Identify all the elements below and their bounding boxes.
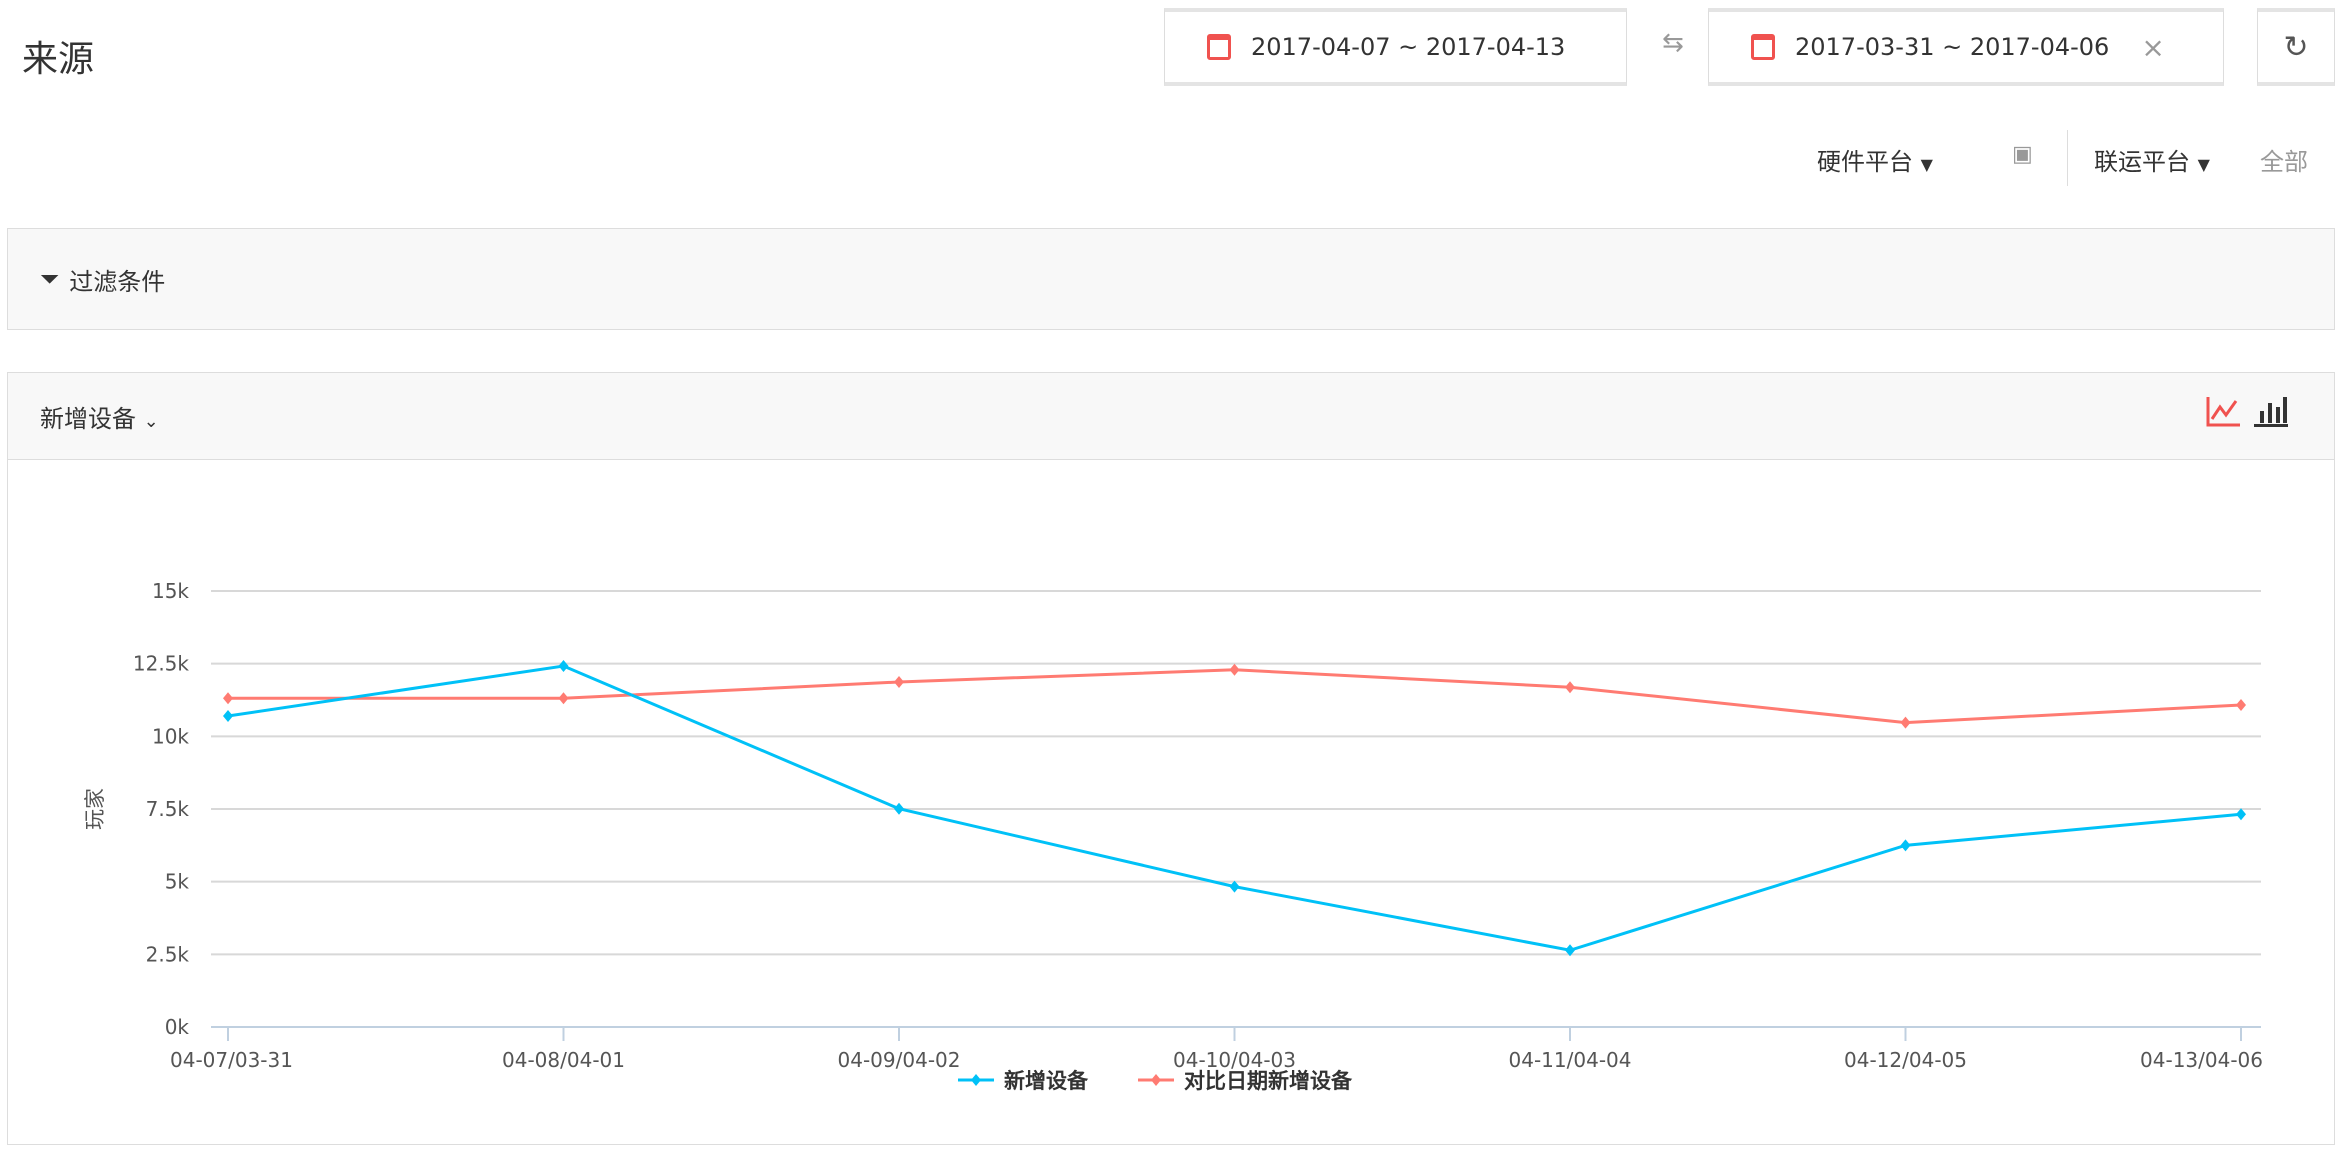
calendar-compare-icon: [1751, 34, 1775, 60]
chart-panel: 新增设备 ⌄ 0k 2.5k 5k 7.5k 10k 12.5k 15k 玩家 04-07/03…: [7, 372, 2335, 1145]
close-icon[interactable]: ×: [2141, 30, 2165, 64]
y-tick-label: 7.5k: [146, 797, 190, 821]
x-tick-label: 04-08/04-01: [502, 1048, 625, 1072]
chart-header: 新增设备 ⌄: [8, 373, 2334, 460]
current-date-range: 2017-04-07 ~ 2017-04-13: [1251, 33, 1566, 61]
data-point: [1565, 944, 1575, 957]
y-axis-label: 玩家: [83, 788, 107, 830]
x-tick-label: 04-13/04-06: [2140, 1048, 2263, 1072]
data-point: [1900, 839, 1911, 852]
calendar-icon: [1207, 34, 1231, 60]
data-point: [2236, 808, 2246, 821]
y-tick-label: 0k: [165, 1015, 190, 1039]
caret-down-icon: ▼: [1920, 155, 1933, 174]
x-tick-label: 04-09/04-02: [838, 1048, 961, 1072]
data-point: [1900, 716, 1911, 729]
current-date-range-picker[interactable]: 2017-04-07 ~ 2017-04-13: [1164, 8, 1627, 86]
refresh-icon: ↻: [2283, 29, 2309, 65]
metric-dropdown[interactable]: 新增设备 ⌄: [40, 399, 159, 434]
y-tick-label: 12.5k: [133, 652, 190, 676]
line-chart: 0k 2.5k 5k 7.5k 10k 12.5k 15k 玩家 04-07/03-31 04-0…: [83, 579, 2263, 1093]
x-tick-label: 04-12/04-05: [1844, 1048, 1967, 1072]
legend-marker: [1151, 1074, 1161, 1086]
data-point: [894, 675, 904, 688]
joint-platform-label: 联运平台: [2094, 148, 2190, 176]
y-tick-label: 2.5k: [146, 942, 190, 966]
x-tick-label: 04-07/03-31: [170, 1048, 293, 1072]
page-title: 来源: [22, 39, 95, 80]
chevron-down-icon: ⌄: [143, 410, 159, 432]
refresh-button[interactable]: ↻: [2257, 8, 2335, 86]
y-tick-label: 10k: [152, 724, 189, 748]
filter-label: 过滤条件: [69, 267, 166, 296]
legend-marker: [971, 1074, 981, 1086]
filter-panel[interactable]: ⏷ 过滤条件: [7, 228, 2335, 330]
legend-label: 新增设备: [1004, 1069, 1089, 1093]
bar-chart-icon[interactable]: [2252, 393, 2290, 429]
line-chart-icon[interactable]: [2204, 393, 2242, 429]
compare-date-range-picker[interactable]: 2017-03-31 ~ 2017-04-06 ×: [1708, 8, 2224, 86]
legend-label: 对比日期新增设备: [1184, 1069, 1353, 1093]
y-tick-label: 5k: [165, 870, 190, 894]
data-point: [894, 802, 904, 815]
x-tick-label: 04-10/04-03: [1173, 1048, 1296, 1072]
data-point: [223, 709, 233, 722]
divider: [2067, 130, 2068, 186]
compare-date-range: 2017-03-31 ~ 2017-04-06: [1795, 33, 2110, 61]
x-tick-label: 04-11/04-04: [1509, 1048, 1632, 1072]
data-point: [1229, 880, 1240, 893]
metric-label: 新增设备: [40, 404, 136, 433]
android-icon[interactable]: ▣: [2012, 142, 2033, 167]
data-point: [2236, 698, 2246, 711]
hardware-platform-dropdown[interactable]: 硬件平台 ▼: [1817, 142, 1933, 177]
swap-icon[interactable]: ⇆: [1662, 28, 1684, 58]
filter-icon: ⏷: [40, 265, 60, 293]
data-point: [223, 692, 233, 705]
hardware-platform-label: 硬件平台: [1817, 148, 1913, 176]
y-tick-label: 15k: [152, 579, 189, 603]
joint-platform-dropdown[interactable]: 联运平台 ▼: [2094, 142, 2210, 177]
joint-platform-value: 全部: [2260, 148, 2308, 176]
data-point: [1229, 663, 1240, 676]
data-point: [558, 692, 569, 705]
data-point: [1565, 681, 1575, 694]
caret-down-icon: ▼: [2197, 155, 2210, 174]
series-line: [228, 668, 2242, 725]
data-point: [558, 659, 569, 672]
